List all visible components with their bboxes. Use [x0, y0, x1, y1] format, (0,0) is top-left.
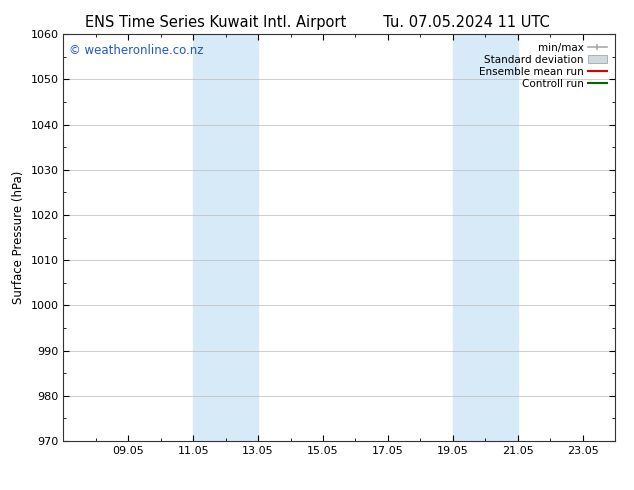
Bar	[193, 34, 258, 441]
Y-axis label: Surface Pressure (hPa): Surface Pressure (hPa)	[12, 171, 25, 304]
Text: ENS Time Series Kuwait Intl. Airport        Tu. 07.05.2024 11 UTC: ENS Time Series Kuwait Intl. Airport Tu.…	[84, 15, 550, 30]
Bar	[453, 34, 517, 441]
Text: © weatheronline.co.nz: © weatheronline.co.nz	[69, 45, 204, 57]
Legend: min/max, Standard deviation, Ensemble mean run, Controll run: min/max, Standard deviation, Ensemble me…	[476, 40, 610, 92]
